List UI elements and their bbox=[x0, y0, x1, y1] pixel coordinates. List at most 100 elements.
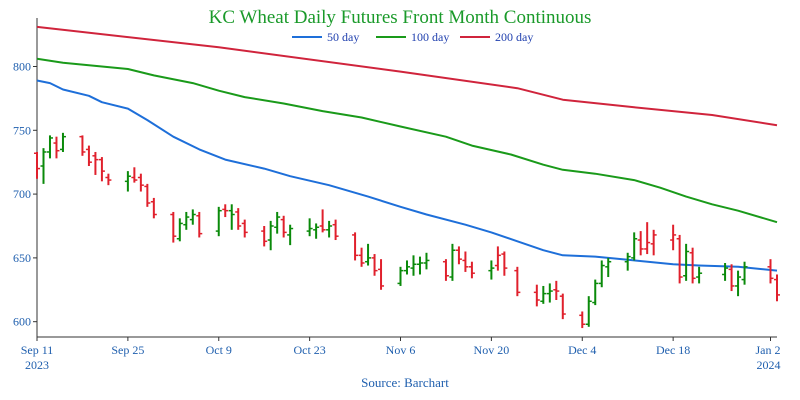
ohlc-bar-2023-12-27 bbox=[728, 264, 735, 292]
ohlc-bar-2023-10-24 bbox=[313, 223, 320, 239]
moving-average-lines bbox=[36, 25, 778, 272]
ohlc-bar-2023-09-29 bbox=[150, 197, 157, 219]
ohlc-bar-2023-11-02 bbox=[371, 254, 378, 276]
ohlc-bar-2023-12-08 bbox=[605, 257, 612, 278]
y-tick-label-600: 600 bbox=[13, 315, 31, 329]
ohlc-bar-2023-10-09 bbox=[215, 206, 222, 237]
x-tick-label-sep-25: Sep 25 bbox=[111, 343, 144, 357]
ohlc-bar-2024-01-03 bbox=[774, 274, 780, 302]
ohlc-bar-2023-12-22 bbox=[696, 266, 703, 284]
ohlc-bar-2023-10-26 bbox=[326, 220, 333, 238]
ohlc-bar-2023-09-11 bbox=[34, 151, 40, 179]
ohlc-bar-2023-09-19 bbox=[85, 145, 92, 167]
ohlc-bar-2023-11-21 bbox=[494, 246, 501, 271]
x-tick-label-nov-20: Nov 20 bbox=[474, 343, 510, 357]
ohlc-bar-2023-11-29 bbox=[546, 283, 553, 303]
ohlc-bar-2023-09-18 bbox=[79, 135, 86, 156]
ohlc-bar-2023-10-17 bbox=[267, 220, 274, 251]
x-tick-label-oct-9: Oct 9 bbox=[206, 343, 232, 357]
ohlc-bar-2023-10-02 bbox=[170, 211, 177, 243]
ohlc-bar-2023-09-12 bbox=[40, 148, 47, 184]
ohlc-bar-2023-10-13 bbox=[241, 219, 248, 238]
ohlc-bar-2023-10-23 bbox=[306, 218, 313, 237]
ohlc-bar-2023-09-28 bbox=[144, 183, 151, 207]
ohlc-bar-2023-11-10 bbox=[423, 252, 430, 270]
ohlc-bar-2023-12-04 bbox=[579, 311, 586, 329]
ohlc-bar-2023-11-15 bbox=[455, 246, 462, 265]
x-tick-label-dec-4: Dec 4 bbox=[568, 343, 596, 357]
source-label: Source: Barchart bbox=[361, 375, 449, 390]
ohlc-bar-2023-11-06 bbox=[397, 266, 404, 286]
ohlc-bar-2023-09-21 bbox=[98, 157, 105, 182]
ma-line-200-day bbox=[36, 25, 778, 127]
ohlc-bar-2023-10-12 bbox=[235, 208, 242, 230]
ohlc-bar-2023-09-20 bbox=[92, 151, 99, 175]
ohlc-bar-2023-12-13 bbox=[637, 231, 644, 256]
ohlc-bar-2023-10-31 bbox=[358, 247, 365, 267]
ohlc-bar-2023-10-20 bbox=[287, 224, 294, 246]
ohlc-bar-2023-12-21 bbox=[689, 247, 696, 284]
x-tick-year-2023: 2023 bbox=[25, 358, 49, 372]
ohlc-bars bbox=[34, 132, 780, 329]
ohlc-bar-2023-12-14 bbox=[644, 222, 651, 255]
ohlc-bar-2023-12-01 bbox=[559, 293, 566, 320]
x-tick-label-jan-2: Jan 2 bbox=[756, 343, 781, 357]
legend-label-50-day: 50 day bbox=[327, 30, 359, 44]
chart-title: KC Wheat Daily Futures Front Month Conti… bbox=[209, 7, 592, 28]
ohlc-bar-2023-11-17 bbox=[468, 261, 475, 279]
ohlc-bar-2023-12-18 bbox=[670, 224, 677, 251]
ohlc-bar-2023-10-05 bbox=[189, 209, 196, 225]
ohlc-bar-2023-09-27 bbox=[137, 173, 144, 192]
ohlc-bar-2023-12-15 bbox=[650, 229, 657, 256]
y-tick-label-700: 700 bbox=[13, 187, 31, 201]
y-tick-label-800: 800 bbox=[13, 59, 31, 73]
ohlc-bar-2023-11-20 bbox=[488, 260, 495, 280]
ohlc-bar-2023-11-24 bbox=[514, 266, 521, 297]
ohlc-bar-2023-12-20 bbox=[683, 243, 690, 281]
legend: 50 day 100 day 200 day bbox=[292, 30, 533, 44]
ohlc-bar-2023-10-18 bbox=[274, 211, 281, 234]
ohlc-bar-2023-10-06 bbox=[196, 211, 203, 238]
ohlc-bar-2023-10-16 bbox=[261, 225, 268, 247]
ohlc-bar-2023-11-01 bbox=[365, 243, 372, 266]
ohlc-bar-2023-12-26 bbox=[722, 262, 729, 281]
ohlc-bar-2023-09-25 bbox=[124, 171, 131, 192]
ohlc-bar-2023-11-30 bbox=[553, 280, 560, 300]
ohlc-bar-2023-11-13 bbox=[442, 259, 449, 281]
x-tick-label-dec-18: Dec 18 bbox=[656, 343, 690, 357]
x-tick-year-2024: 2024 bbox=[757, 358, 781, 372]
ohlc-bar-2023-11-14 bbox=[449, 243, 456, 281]
ohlc-bar-2023-12-19 bbox=[676, 234, 683, 284]
ohlc-bar-2023-10-19 bbox=[280, 215, 287, 238]
ohlc-bar-2023-11-08 bbox=[410, 255, 417, 276]
ohlc-bar-2023-11-22 bbox=[501, 251, 508, 276]
ohlc-bar-2023-11-27 bbox=[533, 284, 540, 307]
ohlc-bar-2023-10-11 bbox=[228, 204, 235, 230]
ma-line-50-day bbox=[36, 79, 778, 272]
y-tick-label-650: 650 bbox=[13, 251, 31, 265]
ohlc-bar-2023-11-03 bbox=[378, 259, 385, 290]
ohlc-bar-2023-10-04 bbox=[183, 211, 190, 230]
y-axis: 600 650 700 750 800 bbox=[13, 18, 38, 337]
ohlc-bar-2024-01-02 bbox=[767, 259, 774, 284]
ohlc-bar-2023-12-05 bbox=[585, 296, 592, 327]
ohlc-bar-2023-09-15 bbox=[59, 132, 66, 152]
ohlc-bar-2023-11-16 bbox=[462, 251, 469, 272]
ohlc-bar-2023-09-13 bbox=[46, 135, 53, 159]
legend-label-100-day: 100 day bbox=[411, 30, 449, 44]
ohlc-bar-2023-10-10 bbox=[222, 204, 229, 218]
ohlc-bar-2023-11-09 bbox=[416, 256, 423, 275]
ohlc-bar-2023-12-11 bbox=[624, 252, 631, 271]
legend-label-200-day: 200 day bbox=[495, 30, 533, 44]
ohlc-bar-2023-11-28 bbox=[540, 285, 547, 304]
ohlc-bar-2023-10-27 bbox=[332, 219, 339, 241]
ohlc-bar-2023-09-26 bbox=[131, 167, 138, 183]
x-tick-label-nov-6: Nov 6 bbox=[386, 343, 416, 357]
ohlc-bar-2023-10-03 bbox=[176, 218, 183, 242]
ohlc-bar-2023-09-14 bbox=[53, 136, 60, 159]
ma-line-100-day bbox=[36, 57, 778, 224]
ohlc-bar-2023-12-28 bbox=[735, 270, 742, 297]
ohlc-bar-2023-09-22 bbox=[105, 173, 112, 186]
